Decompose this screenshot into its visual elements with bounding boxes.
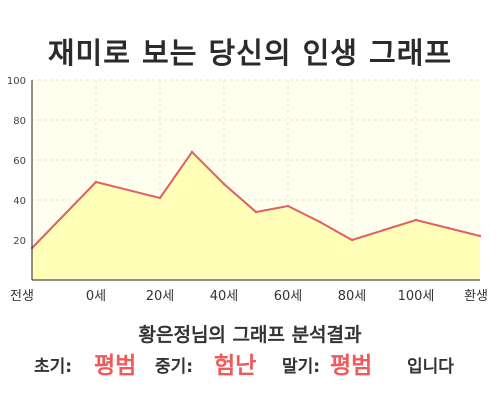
data-point [478, 234, 482, 238]
early-value: 평범 [94, 353, 137, 379]
data-point [254, 210, 258, 214]
data-point [158, 196, 162, 200]
x-tick-label: 100세 [398, 289, 435, 304]
y-tick-label: 80 [13, 116, 26, 127]
analysis-summary: 황은정님의 그래프 분석결과 [138, 324, 362, 346]
y-tick-labels: 20 40 60 80 100 [7, 76, 26, 247]
data-point [414, 218, 418, 222]
x-tick-labels: 전생 0세 20세 40세 60세 80세 100세 환생 [10, 289, 488, 304]
x-tick-label: 환생 [464, 289, 488, 304]
data-point [350, 238, 354, 242]
early-label: 초기: [34, 357, 73, 377]
x-tick-label: 60세 [274, 289, 303, 304]
life-area-fill [32, 152, 480, 280]
x-tick-label: 40세 [210, 289, 239, 304]
verdict-suffix: 입니다 [407, 357, 454, 377]
late-value: 평범 [330, 353, 373, 379]
data-point [382, 228, 386, 232]
data-point [446, 226, 450, 230]
y-tick-label: 60 [13, 156, 26, 167]
chart-title: 재미로 보는 당신의 인생 그래프 [47, 36, 453, 70]
y-tick-label: 20 [13, 236, 26, 247]
x-tick-label: 전생 [10, 289, 34, 304]
data-point [222, 182, 226, 186]
mid-value: 험난 [214, 353, 257, 379]
y-tick-label: 40 [13, 196, 26, 207]
analysis-verdict: 초기: 평범 중기: 험난 말기: 평범 입니다 [0, 346, 500, 382]
data-point [286, 204, 290, 208]
late-label: 말기: [282, 357, 321, 377]
data-point [94, 180, 98, 184]
data-point [318, 220, 322, 224]
x-tick-label: 20세 [146, 289, 175, 304]
mid-label: 중기: [155, 357, 194, 377]
data-point [190, 150, 194, 154]
x-tick-label: 80세 [338, 289, 367, 304]
y-tick-label: 100 [7, 76, 26, 87]
x-tick-label: 0세 [86, 289, 106, 304]
data-points [30, 150, 482, 250]
